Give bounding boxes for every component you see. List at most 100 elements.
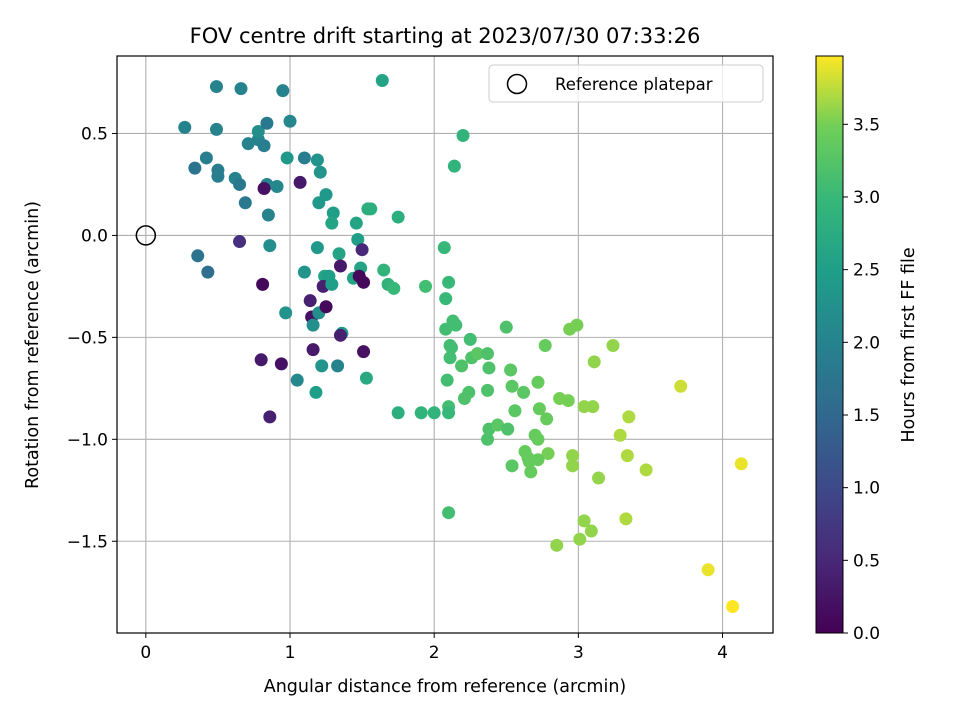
scatter-point xyxy=(201,265,215,279)
colorbar-tick-label: 3.5 xyxy=(853,115,880,135)
x-tick-label: 2 xyxy=(429,643,440,663)
scatter-point xyxy=(211,169,225,183)
scatter-point xyxy=(566,459,580,473)
scatter-point xyxy=(257,182,271,196)
scatter-point xyxy=(481,432,495,446)
scatter-point xyxy=(283,114,297,128)
scatter-point xyxy=(359,371,373,385)
legend-marker xyxy=(506,73,528,95)
x-tick-label: 1 xyxy=(285,643,296,663)
scatter-point xyxy=(701,563,715,577)
scatter-point xyxy=(501,422,515,436)
legend-entry: Reference platepar xyxy=(555,75,713,94)
scatter-point xyxy=(491,418,505,432)
scatter-point xyxy=(734,457,748,471)
scatter-point xyxy=(357,275,371,289)
scatter-point xyxy=(254,353,268,367)
scatter-point xyxy=(312,196,326,210)
scatter-point xyxy=(306,343,320,357)
scatter-point xyxy=(674,379,688,393)
scatter-point xyxy=(613,428,627,442)
scatter-point xyxy=(587,355,601,369)
x-tick-label: 0 xyxy=(140,643,151,663)
scatter-point xyxy=(592,471,606,485)
scatter-point xyxy=(274,357,288,371)
colorbar-tick-label: 2.0 xyxy=(853,333,880,353)
scatter-point xyxy=(234,82,248,96)
scatter-point xyxy=(447,159,461,173)
colorbar-frame xyxy=(815,55,844,634)
scatter-point xyxy=(387,281,401,295)
scatter-point xyxy=(238,196,252,210)
scatter-point xyxy=(481,383,495,397)
colorbar-tick-label: 1.5 xyxy=(853,406,880,426)
scatter-point xyxy=(351,232,365,246)
y-tick-label: −0.5 xyxy=(67,328,108,348)
scatter-point xyxy=(538,339,552,353)
legend-box xyxy=(488,64,764,103)
scatter-point xyxy=(584,524,598,538)
scatter-point xyxy=(191,249,205,263)
scatter-point xyxy=(531,453,545,467)
x-axis-ticks: 0 1 2 3 4 xyxy=(140,633,728,663)
scatter-point xyxy=(310,241,324,255)
scatter-point xyxy=(504,363,518,377)
scatter-point xyxy=(319,300,333,314)
y-axis-ticks: 0.5 0.0 −0.5 −1.0 −1.5 xyxy=(67,124,117,552)
scatter-point xyxy=(263,410,277,424)
plot-frame xyxy=(116,55,774,634)
scatter-point xyxy=(573,532,587,546)
scatter-point xyxy=(531,432,545,446)
scatter-point xyxy=(333,328,347,342)
scatter-point xyxy=(391,406,405,420)
scatter-point xyxy=(257,139,271,153)
scatter-point xyxy=(260,116,274,130)
scatter-point xyxy=(456,129,470,143)
y-tick-label: 0.0 xyxy=(81,226,108,246)
scatter-point xyxy=(313,165,327,179)
scatter-point xyxy=(297,265,311,279)
scatter-point xyxy=(505,379,519,393)
scatter-point xyxy=(470,347,484,361)
y-tick-label: −1.5 xyxy=(67,532,108,552)
colorbar-ticks: 0.0 0.5 1.0 1.5 2.0 2.5 3.0 3.5 xyxy=(843,115,880,644)
scatter-point xyxy=(639,463,653,477)
colorbar-gradient xyxy=(816,56,843,633)
scatter-point xyxy=(419,279,433,293)
scatter-point xyxy=(449,318,463,332)
scatter-point xyxy=(439,322,453,336)
scatter-point xyxy=(437,241,451,255)
chart-title: FOV centre drift starting at 2023/07/30 … xyxy=(190,24,701,48)
scatter-point xyxy=(364,202,378,216)
colorbar-tick-label: 3.0 xyxy=(853,188,880,208)
scatter-point xyxy=(325,277,339,291)
scatter-point xyxy=(481,347,495,361)
scatter-point xyxy=(325,216,339,230)
scatter-point xyxy=(524,465,538,479)
scatter-point xyxy=(619,512,633,526)
scatter-point xyxy=(517,385,531,399)
scatter-point xyxy=(333,259,347,273)
scatter-point xyxy=(455,359,469,373)
scatter-point xyxy=(280,151,294,165)
scatter-point xyxy=(270,179,284,193)
scatter-point xyxy=(276,84,290,98)
scatter-point xyxy=(209,122,223,136)
scatter-point xyxy=(442,506,456,520)
scatter-point xyxy=(442,406,456,420)
scatter-point xyxy=(586,400,600,414)
scatter-point xyxy=(457,392,471,406)
scatter-point xyxy=(209,80,223,94)
scatter-point xyxy=(566,449,580,463)
scatter-point xyxy=(279,306,293,320)
scatter-point xyxy=(540,412,554,426)
reference-platepar-marker xyxy=(135,225,157,246)
scatter-point xyxy=(332,247,346,261)
colorbar-tick-label: 1.0 xyxy=(853,479,880,499)
scatter-point xyxy=(349,216,363,230)
colorbar: 0.0 0.5 1.0 1.5 2.0 2.5 3.0 3.5 Hours from firs… xyxy=(815,55,919,644)
scatter-point xyxy=(482,361,496,375)
scatter-point xyxy=(293,175,307,189)
scatter-points xyxy=(178,73,748,613)
